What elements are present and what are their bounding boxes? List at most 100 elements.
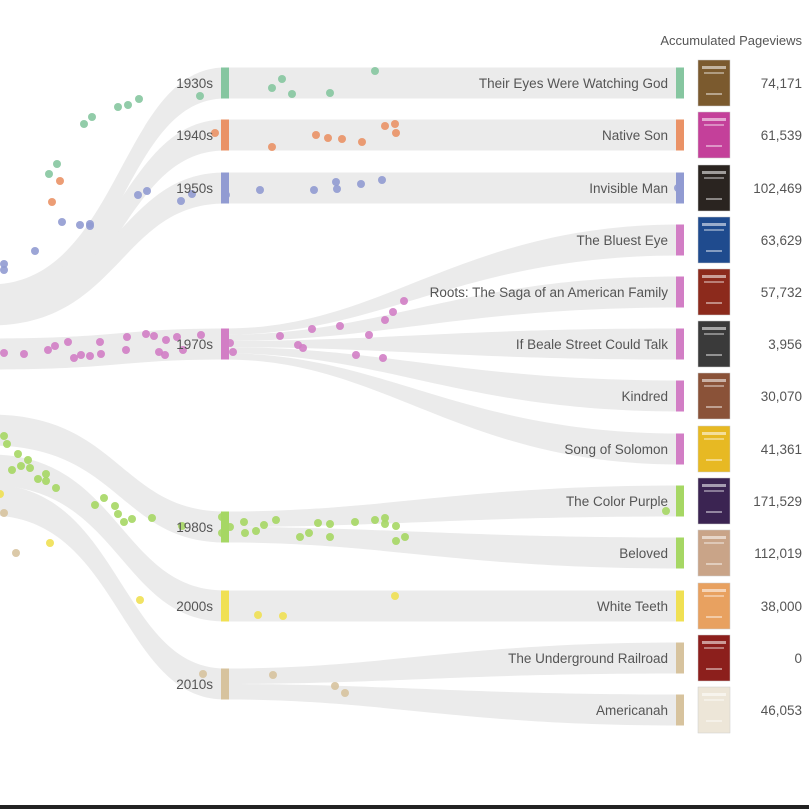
- reader-dot-1930s-7: [278, 75, 286, 83]
- band-the-bluest-eye: [225, 224, 680, 335]
- pageviews-if-beale-street-could-talk: 3,956: [768, 337, 802, 352]
- decade-bar-1950s: [221, 172, 229, 204]
- reader-dot-2000s-3: [254, 611, 262, 619]
- book-cover-kindred[interactable]: [697, 372, 731, 420]
- reader-dot-1950s-6: [0, 266, 8, 274]
- reader-dot-1970s-18: [179, 346, 187, 354]
- reader-dot-1980s-11: [91, 501, 99, 509]
- reader-dot-1980s-37: [401, 533, 409, 541]
- reader-dot-2000s-1: [46, 539, 54, 547]
- reader-dot-1980s-16: [128, 515, 136, 523]
- book-cover-the-bluest-eye[interactable]: [697, 216, 731, 264]
- reader-dot-1970s-11: [123, 333, 131, 341]
- book-bar-the-underground-railroad: [676, 642, 684, 674]
- book-title-beloved[interactable]: Beloved: [619, 546, 668, 561]
- reader-dot-1970s-32: [365, 331, 373, 339]
- decade-bar-1940s: [221, 119, 229, 151]
- reader-dot-1980s-38: [392, 522, 400, 530]
- reader-dot-1970s-9: [97, 350, 105, 358]
- reader-dot-2010s-4: [331, 682, 339, 690]
- reader-dot-1970s-17: [173, 333, 181, 341]
- book-title-kindred[interactable]: Kindred: [621, 389, 668, 404]
- reader-dot-2000s-2: [136, 596, 144, 604]
- reader-dot-1950s-0: [58, 218, 66, 226]
- decade-label-2000s: 2000s: [176, 599, 213, 614]
- reader-dot-1970s-13: [150, 332, 158, 340]
- book-title-invisible-man[interactable]: Invisible Man: [589, 181, 668, 196]
- decade-bar-1930s: [221, 67, 229, 99]
- reader-dot-1980s-26: [272, 516, 280, 524]
- reader-dot-2000s-0: [0, 490, 4, 498]
- reader-dot-1980s-8: [42, 477, 50, 485]
- reader-dot-1980s-12: [100, 494, 108, 502]
- flow-bands: [0, 67, 680, 726]
- book-bar-roots-the-saga-of-an-american-family: [676, 276, 684, 308]
- book-title-if-beale-street-could-talk[interactable]: If Beale Street Could Talk: [516, 337, 668, 352]
- book-title-roots-the-saga-of-an-american-family[interactable]: Roots: The Saga of an American Family: [430, 285, 669, 300]
- band-song-of-solomon: [225, 353, 680, 465]
- reader-dot-1950s-14: [332, 178, 340, 186]
- decade-label-1940s: 1940s: [176, 128, 213, 143]
- pageviews-white-teeth: 38,000: [761, 599, 802, 614]
- book-cover-invisible-man[interactable]: [697, 164, 731, 212]
- book-cover-roots-the-saga-of-an-american-family[interactable]: [697, 268, 731, 316]
- book-title-the-color-purple[interactable]: The Color Purple: [566, 494, 668, 509]
- book-title-their-eyes-were-watching-god[interactable]: Their Eyes Were Watching God: [479, 76, 668, 91]
- book-title-americanah[interactable]: Americanah: [596, 703, 668, 718]
- reader-dot-1970s-8: [96, 338, 104, 346]
- reader-dot-1930s-12: [45, 170, 53, 178]
- band-americanah: [225, 684, 680, 726]
- band-in-1980s: [0, 414, 225, 543]
- pageviews-their-eyes-were-watching-god: 74,171: [761, 76, 802, 91]
- reader-dot-1970s-14: [155, 348, 163, 356]
- reader-dot-1980s-24: [252, 527, 260, 535]
- book-bar-americanah: [676, 694, 684, 726]
- book-cover-their-eyes-were-watching-god[interactable]: [697, 59, 731, 107]
- book-cover-native-son[interactable]: [697, 111, 731, 159]
- book-bar-kindred: [676, 380, 684, 412]
- reader-dot-1980s-15: [120, 518, 128, 526]
- reader-dot-1970s-29: [381, 316, 389, 324]
- book-cover-the-underground-railroad[interactable]: [697, 634, 731, 682]
- book-cover-beloved[interactable]: [697, 529, 731, 577]
- reader-dot-1930s-8: [288, 90, 296, 98]
- book-cover-song-of-solomon[interactable]: [697, 425, 731, 473]
- decade-nodes: 1930s 1940s 1950s 1970s 1980s 2000s 2010s: [176, 67, 229, 700]
- reader-dot-1980s-28: [305, 529, 313, 537]
- book-title-the-underground-railroad[interactable]: The Underground Railroad: [508, 651, 668, 666]
- reader-dot-1980s-30: [326, 520, 334, 528]
- reader-dot-1980s-0: [0, 432, 8, 440]
- book-cover-white-teeth[interactable]: [697, 582, 731, 630]
- decade-label-1930s: 1930s: [176, 76, 213, 91]
- reader-dot-1980s-27: [296, 533, 304, 541]
- reader-dot-1980s-9: [42, 470, 50, 478]
- book-cover-americanah[interactable]: [697, 686, 731, 734]
- book-title-white-teeth[interactable]: White Teeth: [597, 599, 668, 614]
- book-title-the-bluest-eye[interactable]: The Bluest Eye: [576, 233, 668, 248]
- band-the-underground-railroad: [225, 642, 680, 684]
- pageviews-the-bluest-eye: 63,629: [761, 233, 802, 248]
- pageviews-kindred: 30,070: [761, 389, 802, 404]
- book-cover-the-color-purple[interactable]: [697, 477, 731, 525]
- reader-dot-1970s-2: [44, 346, 52, 354]
- reader-dot-1970s-5: [70, 354, 78, 362]
- band-native-son: [225, 119, 680, 151]
- reader-dot-1980s-7: [34, 475, 42, 483]
- reader-dot-1950s-12: [256, 186, 264, 194]
- reader-dot-1970s-19: [197, 331, 205, 339]
- reader-dot-1950s-8: [143, 187, 151, 195]
- reader-dot-1980s-29: [314, 519, 322, 527]
- reader-dot-1930s-1: [88, 113, 96, 121]
- reader-dot-1980s-5: [24, 456, 32, 464]
- reader-dot-1930s-11: [53, 160, 61, 168]
- reader-dot-1930s-3: [124, 101, 132, 109]
- book-bar-white-teeth: [676, 590, 684, 622]
- reader-dot-1970s-0: [0, 349, 8, 357]
- reader-dot-1940s-4: [312, 131, 320, 139]
- book-title-native-son[interactable]: Native Son: [602, 128, 668, 143]
- book-title-song-of-solomon[interactable]: Song of Solomon: [564, 442, 668, 457]
- reader-dot-1940s-5: [324, 134, 332, 142]
- book-cover-if-beale-street-could-talk[interactable]: [697, 320, 731, 368]
- reader-dot-1970s-6: [77, 351, 85, 359]
- reader-dot-1970s-31: [400, 297, 408, 305]
